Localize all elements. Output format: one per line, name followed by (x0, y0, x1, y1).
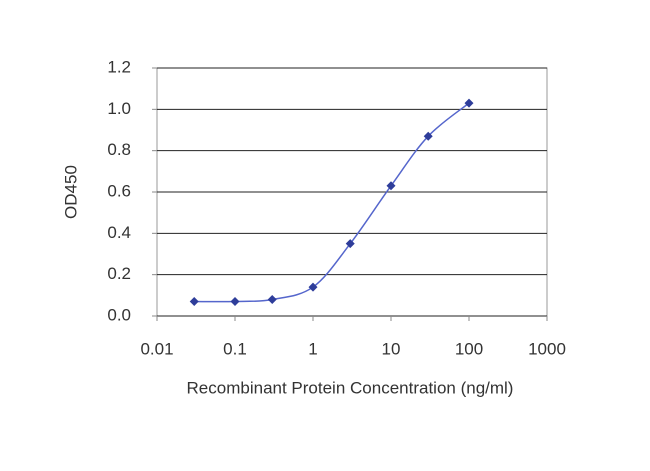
data-point (189, 297, 199, 307)
data-point (464, 98, 474, 108)
y-tick-label: 1.0 (107, 99, 131, 118)
y-tick-label: 1.2 (107, 57, 131, 76)
x-tick-label: 0.1 (223, 339, 247, 358)
x-tick-label: 0.01 (140, 339, 173, 358)
data-point (423, 131, 433, 141)
x-tick-label: 1000 (528, 339, 566, 358)
y-tick-label: 0.0 (107, 305, 131, 324)
y-tick-label: 0.6 (107, 181, 131, 200)
data-point (230, 297, 240, 307)
y-tick-label: 0.2 (107, 264, 131, 283)
data-point (386, 181, 396, 191)
data-point (267, 294, 277, 304)
data-point (308, 282, 318, 292)
x-axis-label: Recombinant Protein Concentration (ng/ml… (187, 378, 514, 397)
y-axis-label: OD450 (61, 165, 80, 219)
data-point (345, 239, 355, 249)
x-tick-label: 1 (308, 339, 317, 358)
y-tick-label: 0.4 (107, 223, 131, 242)
y-tick-label: 0.8 (107, 140, 131, 159)
x-tick-label: 100 (455, 339, 483, 358)
x-tick-label: 10 (382, 339, 401, 358)
